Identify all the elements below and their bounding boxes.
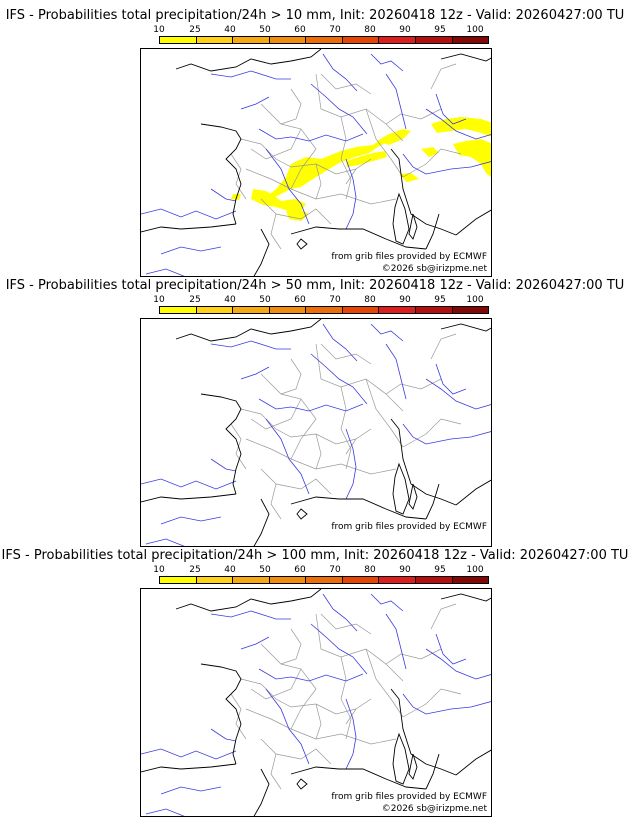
scale-segment <box>342 37 380 43</box>
scale-tick-label: 95 <box>434 25 446 35</box>
scale-segment <box>196 577 234 583</box>
panel-title: IFS - Probabilities total precipitation/… <box>5 8 625 23</box>
panel-50mm: IFS - Probabilities total precipitation/… <box>0 278 630 548</box>
scale-segment <box>452 577 489 583</box>
scale-ticks: 10 25 40 50 60 70 80 90 95 100 <box>153 295 489 305</box>
panel-100mm: IFS - Probabilities total precipitation/… <box>0 548 630 820</box>
scale-tick-label: 40 <box>224 25 236 35</box>
scale-tick-label: 10 <box>153 565 165 575</box>
scale-ticks: 10 25 40 50 60 70 80 90 95 100 <box>153 565 489 575</box>
scale-segment <box>342 577 380 583</box>
scale-tick-label: 95 <box>434 565 446 575</box>
scale-tick-label: 25 <box>189 295 201 305</box>
scale-segment <box>233 577 270 583</box>
panel-10mm: IFS - Probabilities total precipitation/… <box>0 8 630 278</box>
color-scale-bar <box>159 36 489 44</box>
panel-title: IFS - Probabilities total precipitation/… <box>1 548 629 563</box>
source-credit: from grib files provided by ECMWF <box>331 252 487 262</box>
scale-segment <box>379 577 416 583</box>
scale-tick-label: 50 <box>259 565 271 575</box>
scale-segment <box>306 307 343 313</box>
map-frame: from grib files provided by ECMWF <box>140 318 492 547</box>
source-credit: from grib files provided by ECMWF <box>331 522 487 532</box>
scale-tick-label: 80 <box>364 565 376 575</box>
scale-segment <box>160 37 197 43</box>
scale-tick-label: 10 <box>153 25 165 35</box>
color-scale-bar <box>159 306 489 314</box>
scale-tick-label: 90 <box>399 565 411 575</box>
scale-ticks: 10 25 40 50 60 70 80 90 95 100 <box>153 25 489 35</box>
scale-tick-label: 90 <box>399 295 411 305</box>
scale-tick-label: 40 <box>224 295 236 305</box>
scale-tick-label: 25 <box>189 25 201 35</box>
scale-tick-label: 90 <box>399 25 411 35</box>
scale-segment <box>160 307 197 313</box>
scale-segment <box>196 37 234 43</box>
scale-tick-label: 60 <box>294 565 306 575</box>
scale-tick-label: 40 <box>224 565 236 575</box>
color-scale-bar <box>159 576 489 584</box>
scale-tick-label: 80 <box>364 295 376 305</box>
copyright-credit: ©2026 sb@irizpme.net <box>381 264 487 274</box>
copyright-credit: ©2026 sb@irizpme.net <box>381 804 487 814</box>
scale-segment <box>379 37 416 43</box>
scale-segment <box>306 577 343 583</box>
scale-tick-label: 70 <box>329 295 341 305</box>
panel-title: IFS - Probabilities total precipitation/… <box>5 278 625 293</box>
scale-segment <box>269 577 307 583</box>
scale-tick-label: 60 <box>294 25 306 35</box>
scale-segment <box>269 37 307 43</box>
precip-probability-area <box>231 117 491 221</box>
scale-segment <box>233 307 270 313</box>
scale-tick-label: 80 <box>364 25 376 35</box>
scale-segment <box>342 307 380 313</box>
map-frame: from grib files provided by ECMWF ©2026 … <box>140 588 492 817</box>
scale-segment <box>415 307 453 313</box>
scale-segment <box>452 37 489 43</box>
scale-segment <box>452 307 489 313</box>
scale-tick-label: 70 <box>329 565 341 575</box>
source-credit: from grib files provided by ECMWF <box>331 792 487 802</box>
scale-segment <box>233 37 270 43</box>
scale-tick-label: 60 <box>294 295 306 305</box>
scale-segment <box>269 307 307 313</box>
scale-segment <box>379 307 416 313</box>
map-frame: from grib files provided by ECMWF ©2026 … <box>140 48 492 277</box>
scale-tick-label: 100 <box>466 565 484 575</box>
scale-tick-label: 70 <box>329 25 341 35</box>
scale-segment <box>160 577 197 583</box>
scale-segment <box>415 37 453 43</box>
scale-tick-label: 100 <box>466 295 484 305</box>
scale-tick-label: 50 <box>259 295 271 305</box>
scale-tick-label: 100 <box>466 25 484 35</box>
scale-segment <box>415 577 453 583</box>
scale-segment <box>196 307 234 313</box>
scale-tick-label: 50 <box>259 25 271 35</box>
scale-tick-label: 95 <box>434 295 446 305</box>
scale-tick-label: 10 <box>153 295 165 305</box>
scale-tick-label: 25 <box>189 565 201 575</box>
scale-segment <box>306 37 343 43</box>
